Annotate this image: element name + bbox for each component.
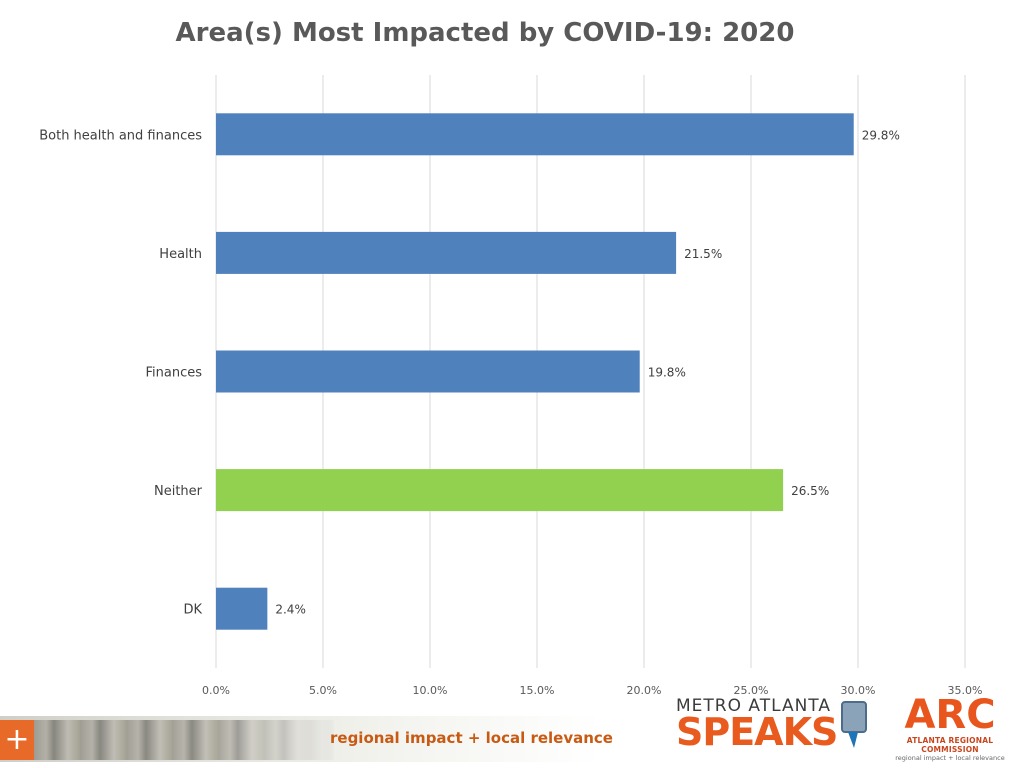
- footer-tagline: regional impact + local relevance: [330, 729, 613, 747]
- category-label-2: Finances: [145, 366, 202, 381]
- plus-icon: +: [0, 720, 34, 760]
- metro-atlanta-speaks-logo: METRO ATLANTA SPEAKS: [676, 696, 876, 762]
- bar-chart: 0.0% 5.0% 10.0% 15.0% 20.0% 25.0% 30.0% 35.0% Bo…: [39, 75, 982, 697]
- data-label-0: 29.8%: [862, 128, 900, 142]
- category-label-1: Health: [159, 247, 202, 262]
- data-label-1: 21.5%: [684, 247, 722, 261]
- arc-logo-name: ATLANTA REGIONAL COMMISSION: [906, 736, 994, 754]
- bar-3: [216, 469, 784, 512]
- speech-bubble-icon: [841, 701, 867, 748]
- x-tick-label-5: 25.0%: [734, 684, 769, 697]
- bars: [216, 113, 854, 630]
- bar-4: [216, 587, 268, 630]
- bar-1: [216, 231, 677, 274]
- x-tick-label-1: 5.0%: [309, 684, 337, 697]
- labels: 0.0% 5.0% 10.0% 15.0% 20.0% 25.0% 30.0% 35.0% Bo…: [39, 128, 982, 697]
- arc-logo-subtitle: regional impact + local relevance: [895, 754, 1005, 762]
- x-tick-label-7: 35.0%: [948, 684, 983, 697]
- x-tick-label-0: 0.0%: [202, 684, 230, 697]
- category-label-3: Neither: [154, 484, 203, 499]
- data-label-3: 26.5%: [791, 484, 829, 498]
- logo-metro-atlanta-text: METRO ATLANTA: [676, 696, 831, 716]
- chart-title: Area(s) Most Impacted by COVID-19: 2020: [175, 18, 795, 48]
- x-tick-label-4: 20.0%: [627, 684, 662, 697]
- category-label-4: DK: [183, 603, 202, 618]
- bar-0: [216, 113, 854, 156]
- logo-speaks-text: SPEAKS: [676, 710, 838, 754]
- x-tick-label-6: 30.0%: [841, 684, 876, 697]
- arc-logo-mark: ARC: [904, 692, 996, 738]
- x-tick-label-2: 10.0%: [413, 684, 448, 697]
- arc-logo: ARC ATLANTA REGIONAL COMMISSION regional…: [880, 694, 1020, 766]
- category-label-0: Both health and finances: [39, 128, 202, 143]
- bar-2: [216, 350, 640, 393]
- x-tick-label-3: 15.0%: [520, 684, 555, 697]
- data-label-2: 19.8%: [648, 366, 686, 380]
- city-photo-strip: [34, 720, 334, 760]
- data-label-4: 2.4%: [275, 603, 306, 617]
